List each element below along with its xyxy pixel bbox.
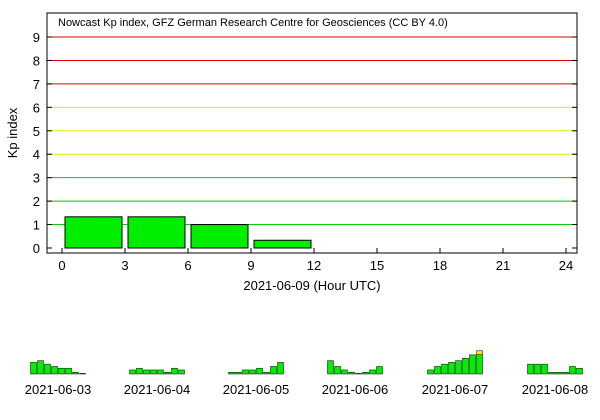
- x-tick-label: 9: [247, 258, 254, 273]
- history-bar: [51, 366, 58, 375]
- x-tick-label: 6: [184, 258, 191, 273]
- history-bar: [30, 362, 37, 375]
- x-tick-label: 21: [496, 258, 510, 273]
- y-tick-label: 2: [33, 194, 40, 209]
- history-bar: [150, 369, 157, 375]
- y-tick-label: 6: [33, 100, 40, 115]
- history-bar: [263, 372, 270, 375]
- x-tick-label: 3: [121, 258, 128, 273]
- history-bar: [249, 369, 256, 375]
- y-tick-label: 1: [33, 218, 40, 233]
- history-bar: [242, 369, 249, 375]
- y-tick-label: 8: [33, 53, 40, 68]
- history-day-2021-06-08: 2021-06-08: [522, 363, 589, 397]
- history-day-2021-06-06: 2021-06-06: [322, 360, 389, 397]
- history-bar: [434, 366, 441, 375]
- x-axis-label: 2021-06-09 (Hour UTC): [243, 278, 380, 293]
- history-bar: [270, 366, 277, 375]
- history-bar: [555, 372, 562, 375]
- y-tick-label: 7: [33, 77, 40, 92]
- history-thumbnails: 2021-06-03 2021-06-04 2021-06-05 2021-06-06…: [25, 350, 589, 397]
- x-tick-label: 15: [370, 258, 384, 273]
- history-date-label: 2021-06-03: [25, 382, 92, 397]
- history-bar: [157, 369, 164, 375]
- history-bar: [178, 369, 185, 375]
- kp-bar-0: [64, 216, 123, 249]
- x-tick-label: 12: [307, 258, 321, 273]
- history-date-label: 2021-06-08: [522, 382, 589, 397]
- history-bar: [376, 366, 383, 375]
- history-day-2021-06-03: 2021-06-03: [25, 360, 92, 397]
- history-day-2021-06-07: 2021-06-07: [422, 350, 489, 397]
- plot-frame: [46, 12, 578, 254]
- history-bar: [327, 360, 334, 375]
- history-bar: [469, 354, 476, 375]
- x-tick-label: 0: [58, 258, 65, 273]
- history-bar: [462, 358, 469, 375]
- history-bar: [541, 363, 548, 375]
- y-tick-label: 4: [33, 147, 40, 162]
- history-bar: [79, 373, 86, 375]
- y-axis-ticks: 0 1 2 3 4 5 6 7 8 9: [33, 30, 577, 256]
- history-bar: [143, 369, 150, 375]
- history-bar: [277, 362, 284, 375]
- history-bar: [256, 367, 263, 375]
- history-bar: [369, 369, 376, 375]
- history-bar: [72, 372, 79, 375]
- history-bar: [44, 363, 51, 375]
- x-axis-ticks: 0 3 6 9 12 15 18 21 24: [58, 248, 573, 273]
- history-bar: [576, 367, 583, 375]
- kp-bar-2: [190, 224, 249, 249]
- history-bar: [548, 372, 555, 375]
- history-bar: [355, 373, 362, 375]
- history-bar: [171, 367, 178, 375]
- history-bar: [334, 366, 341, 375]
- history-date-label: 2021-06-07: [422, 382, 489, 397]
- history-bar: [527, 363, 534, 375]
- history-bar: [562, 372, 569, 375]
- history-bar: [228, 372, 235, 375]
- history-day-2021-06-05: 2021-06-05: [223, 362, 290, 397]
- history-bar: [164, 372, 171, 375]
- y-tick-label: 0: [33, 241, 40, 256]
- history-bar: [235, 372, 242, 375]
- kp-bars: [64, 216, 312, 249]
- history-bar: [37, 360, 44, 375]
- grid-lines: [47, 36, 577, 226]
- history-bar: [569, 366, 576, 375]
- kp-bar-3: [253, 239, 312, 249]
- history-bar: [441, 363, 448, 375]
- history-bar: [362, 372, 369, 375]
- kp-bar-1: [127, 216, 186, 249]
- x-tick-label: 18: [433, 258, 447, 273]
- history-bar-elevated: [476, 350, 483, 355]
- y-tick-label: 5: [33, 124, 40, 139]
- history-bar: [534, 363, 541, 375]
- x-tick-label: 24: [559, 258, 573, 273]
- history-bar: [129, 369, 136, 375]
- history-bar: [58, 367, 65, 375]
- history-bar: [65, 367, 72, 375]
- history-bar: [455, 360, 462, 375]
- y-tick-label: 9: [33, 30, 40, 45]
- y-tick-label: 3: [33, 171, 40, 186]
- history-day-2021-06-04: 2021-06-04: [124, 367, 191, 397]
- history-bar: [341, 369, 348, 375]
- history-bar: [427, 369, 434, 375]
- history-date-label: 2021-06-05: [223, 382, 290, 397]
- y-axis-label: Kp index: [5, 107, 20, 158]
- chart-title: Nowcast Kp index, GFZ German Research Ce…: [58, 17, 448, 29]
- history-date-label: 2021-06-04: [124, 382, 191, 397]
- history-date-label: 2021-06-06: [322, 382, 389, 397]
- history-bar: [476, 354, 483, 375]
- history-bar: [136, 367, 143, 375]
- history-bar: [348, 372, 355, 375]
- history-bar: [448, 362, 455, 375]
